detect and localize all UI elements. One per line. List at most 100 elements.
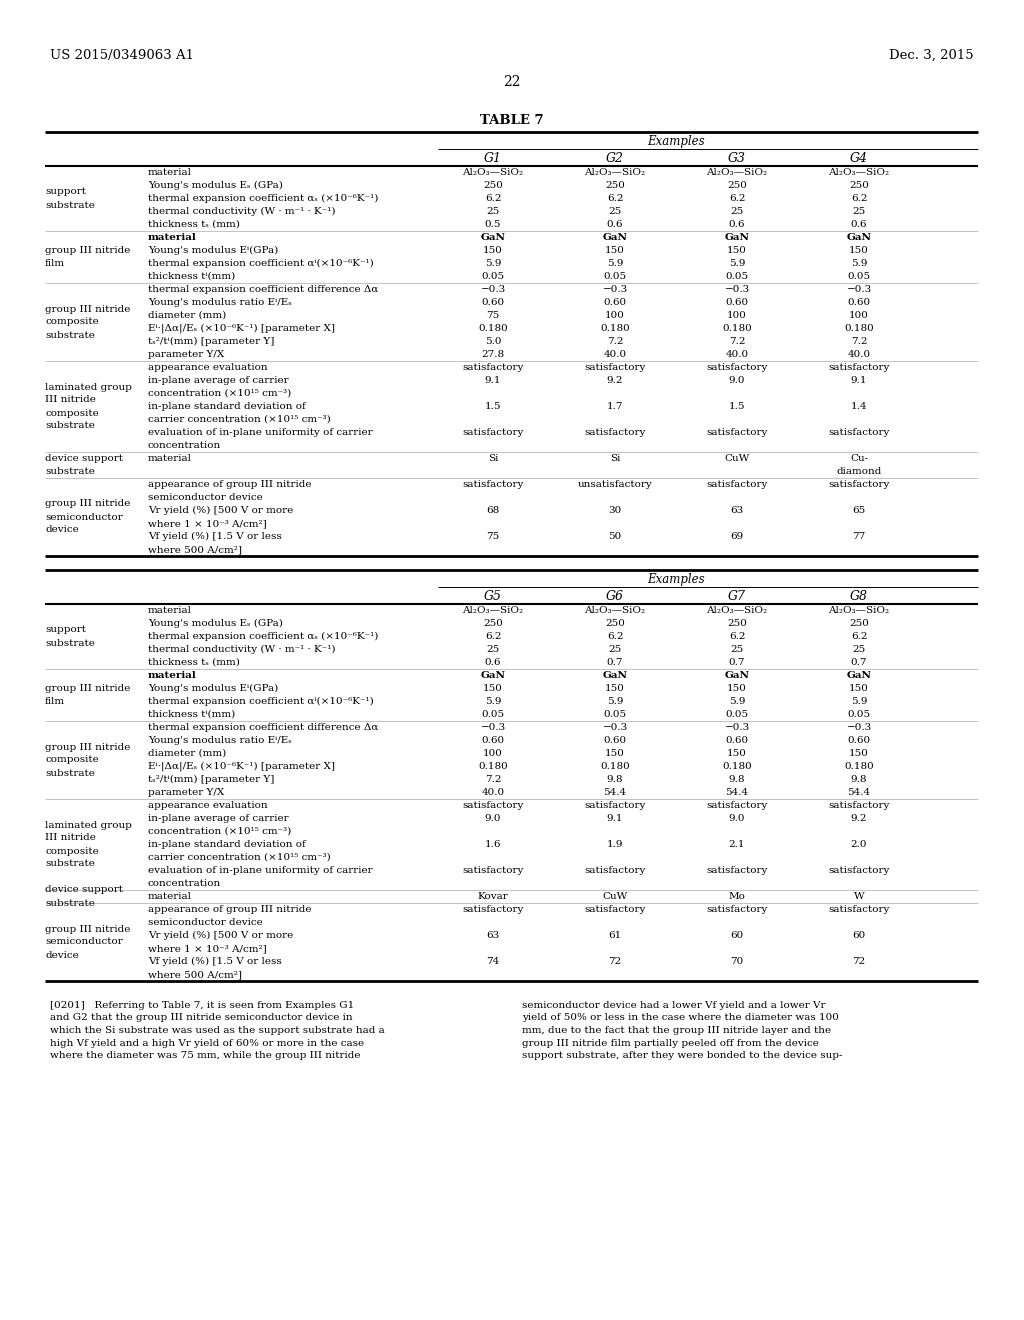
- Text: semiconductor device had a lower Vf yield and a lower Vr: semiconductor device had a lower Vf yiel…: [522, 1001, 825, 1010]
- Text: where 500 A/cm²]: where 500 A/cm²]: [148, 970, 242, 979]
- Text: −0.3: −0.3: [480, 723, 506, 733]
- Text: 150: 150: [483, 684, 503, 693]
- Text: satisfactory: satisfactory: [585, 906, 646, 913]
- Text: group III nitride: group III nitride: [45, 684, 130, 693]
- Text: where 500 A/cm²]: where 500 A/cm²]: [148, 545, 242, 554]
- Text: Eⁱ·|Δα|/Eₛ (×10⁻⁶K⁻¹) [parameter X]: Eⁱ·|Δα|/Eₛ (×10⁻⁶K⁻¹) [parameter X]: [148, 762, 335, 771]
- Text: group III nitride: group III nitride: [45, 305, 130, 314]
- Text: Examples: Examples: [647, 136, 705, 149]
- Text: device support: device support: [45, 454, 123, 463]
- Text: satisfactory: satisfactory: [707, 906, 768, 913]
- Text: composite: composite: [45, 408, 98, 417]
- Text: 0.180: 0.180: [844, 762, 873, 771]
- Text: semiconductor device: semiconductor device: [148, 917, 263, 927]
- Text: 0.60: 0.60: [848, 737, 870, 744]
- Text: Cu-: Cu-: [850, 454, 868, 463]
- Text: parameter Y/X: parameter Y/X: [148, 350, 224, 359]
- Text: 25: 25: [730, 645, 743, 653]
- Text: Eⁱ·|Δα|/Eₛ (×10⁻⁶K⁻¹) [parameter X]: Eⁱ·|Δα|/Eₛ (×10⁻⁶K⁻¹) [parameter X]: [148, 323, 335, 334]
- Text: GaN: GaN: [480, 234, 506, 242]
- Text: Mo: Mo: [728, 892, 745, 902]
- Text: GaN: GaN: [725, 234, 750, 242]
- Text: 30: 30: [608, 506, 622, 515]
- Text: material: material: [148, 671, 197, 680]
- Text: 6.2: 6.2: [851, 632, 867, 642]
- Text: 0.05: 0.05: [481, 710, 505, 719]
- Text: III nitride: III nitride: [45, 396, 96, 404]
- Text: III nitride: III nitride: [45, 833, 96, 842]
- Text: [0201]   Referring to Table 7, it is seen from Examples G1: [0201] Referring to Table 7, it is seen …: [50, 1001, 354, 1010]
- Text: composite: composite: [45, 755, 98, 764]
- Text: tₛ²/tⁱ(mm) [parameter Y]: tₛ²/tⁱ(mm) [parameter Y]: [148, 775, 274, 784]
- Text: 0.5: 0.5: [484, 220, 502, 228]
- Text: 63: 63: [486, 931, 500, 940]
- Text: device support: device support: [45, 886, 123, 895]
- Text: unsatisfactory: unsatisfactory: [578, 480, 652, 488]
- Text: thermal expansion coefficient αₛ (×10⁻⁶K⁻¹): thermal expansion coefficient αₛ (×10⁻⁶K…: [148, 194, 379, 203]
- Text: Vr yield (%) [500 V or more: Vr yield (%) [500 V or more: [148, 506, 293, 515]
- Text: 0.05: 0.05: [603, 710, 627, 719]
- Text: semiconductor: semiconductor: [45, 512, 123, 521]
- Text: 65: 65: [852, 506, 865, 515]
- Text: 0.180: 0.180: [478, 323, 508, 333]
- Text: laminated group: laminated group: [45, 383, 132, 392]
- Text: satisfactory: satisfactory: [585, 428, 646, 437]
- Text: 250: 250: [605, 181, 625, 190]
- Text: group III nitride: group III nitride: [45, 499, 130, 508]
- Text: 74: 74: [486, 957, 500, 966]
- Text: thermal expansion coefficient αⁱ(×10⁻⁶K⁻¹): thermal expansion coefficient αⁱ(×10⁻⁶K⁻…: [148, 697, 374, 706]
- Text: US 2015/0349063 A1: US 2015/0349063 A1: [50, 49, 194, 62]
- Text: −0.3: −0.3: [847, 285, 871, 294]
- Text: G4: G4: [850, 153, 868, 165]
- Text: 100: 100: [849, 312, 869, 319]
- Text: 5.9: 5.9: [607, 259, 624, 268]
- Text: carrier concentration (×10¹⁵ cm⁻³): carrier concentration (×10¹⁵ cm⁻³): [148, 853, 331, 862]
- Text: satisfactory: satisfactory: [462, 906, 523, 913]
- Text: −0.3: −0.3: [724, 285, 750, 294]
- Text: 100: 100: [483, 748, 503, 758]
- Text: G5: G5: [484, 590, 502, 603]
- Text: satisfactory: satisfactory: [585, 866, 646, 875]
- Text: 0.05: 0.05: [848, 272, 870, 281]
- Text: 0.05: 0.05: [848, 710, 870, 719]
- Text: 150: 150: [605, 684, 625, 693]
- Text: thermal expansion coefficient difference Δα: thermal expansion coefficient difference…: [148, 723, 379, 733]
- Text: W: W: [854, 892, 864, 902]
- Text: Al₂O₃—SiO₂: Al₂O₃—SiO₂: [828, 168, 890, 177]
- Text: 250: 250: [849, 181, 869, 190]
- Text: satisfactory: satisfactory: [828, 801, 890, 810]
- Text: 0.180: 0.180: [722, 762, 752, 771]
- Text: material: material: [148, 454, 193, 463]
- Text: 25: 25: [852, 645, 865, 653]
- Text: 70: 70: [730, 957, 743, 966]
- Text: device: device: [45, 950, 79, 960]
- Text: Dec. 3, 2015: Dec. 3, 2015: [890, 49, 974, 62]
- Text: 61: 61: [608, 931, 622, 940]
- Text: semiconductor device: semiconductor device: [148, 492, 263, 502]
- Text: support: support: [45, 626, 86, 635]
- Text: GaN: GaN: [847, 234, 871, 242]
- Text: 9.0: 9.0: [729, 376, 745, 385]
- Text: diamond: diamond: [837, 467, 882, 477]
- Text: satisfactory: satisfactory: [585, 363, 646, 372]
- Text: yield of 50% or less in the case where the diameter was 100: yield of 50% or less in the case where t…: [522, 1014, 839, 1023]
- Text: 250: 250: [605, 619, 625, 628]
- Text: satisfactory: satisfactory: [462, 428, 523, 437]
- Text: 75: 75: [486, 532, 500, 541]
- Text: 63: 63: [730, 506, 743, 515]
- Text: 0.180: 0.180: [600, 762, 630, 771]
- Text: GaN: GaN: [480, 671, 506, 680]
- Text: satisfactory: satisfactory: [462, 363, 523, 372]
- Text: 6.2: 6.2: [729, 194, 745, 203]
- Text: 7.2: 7.2: [607, 337, 624, 346]
- Text: 1.4: 1.4: [851, 403, 867, 411]
- Text: 27.8: 27.8: [481, 350, 505, 359]
- Text: 2.0: 2.0: [851, 840, 867, 849]
- Text: 0.7: 0.7: [607, 657, 624, 667]
- Text: G7: G7: [728, 590, 746, 603]
- Text: 100: 100: [605, 312, 625, 319]
- Text: 6.2: 6.2: [484, 632, 502, 642]
- Text: G1: G1: [484, 153, 502, 165]
- Text: 6.2: 6.2: [851, 194, 867, 203]
- Text: group III nitride film partially peeled off from the device: group III nitride film partially peeled …: [522, 1039, 819, 1048]
